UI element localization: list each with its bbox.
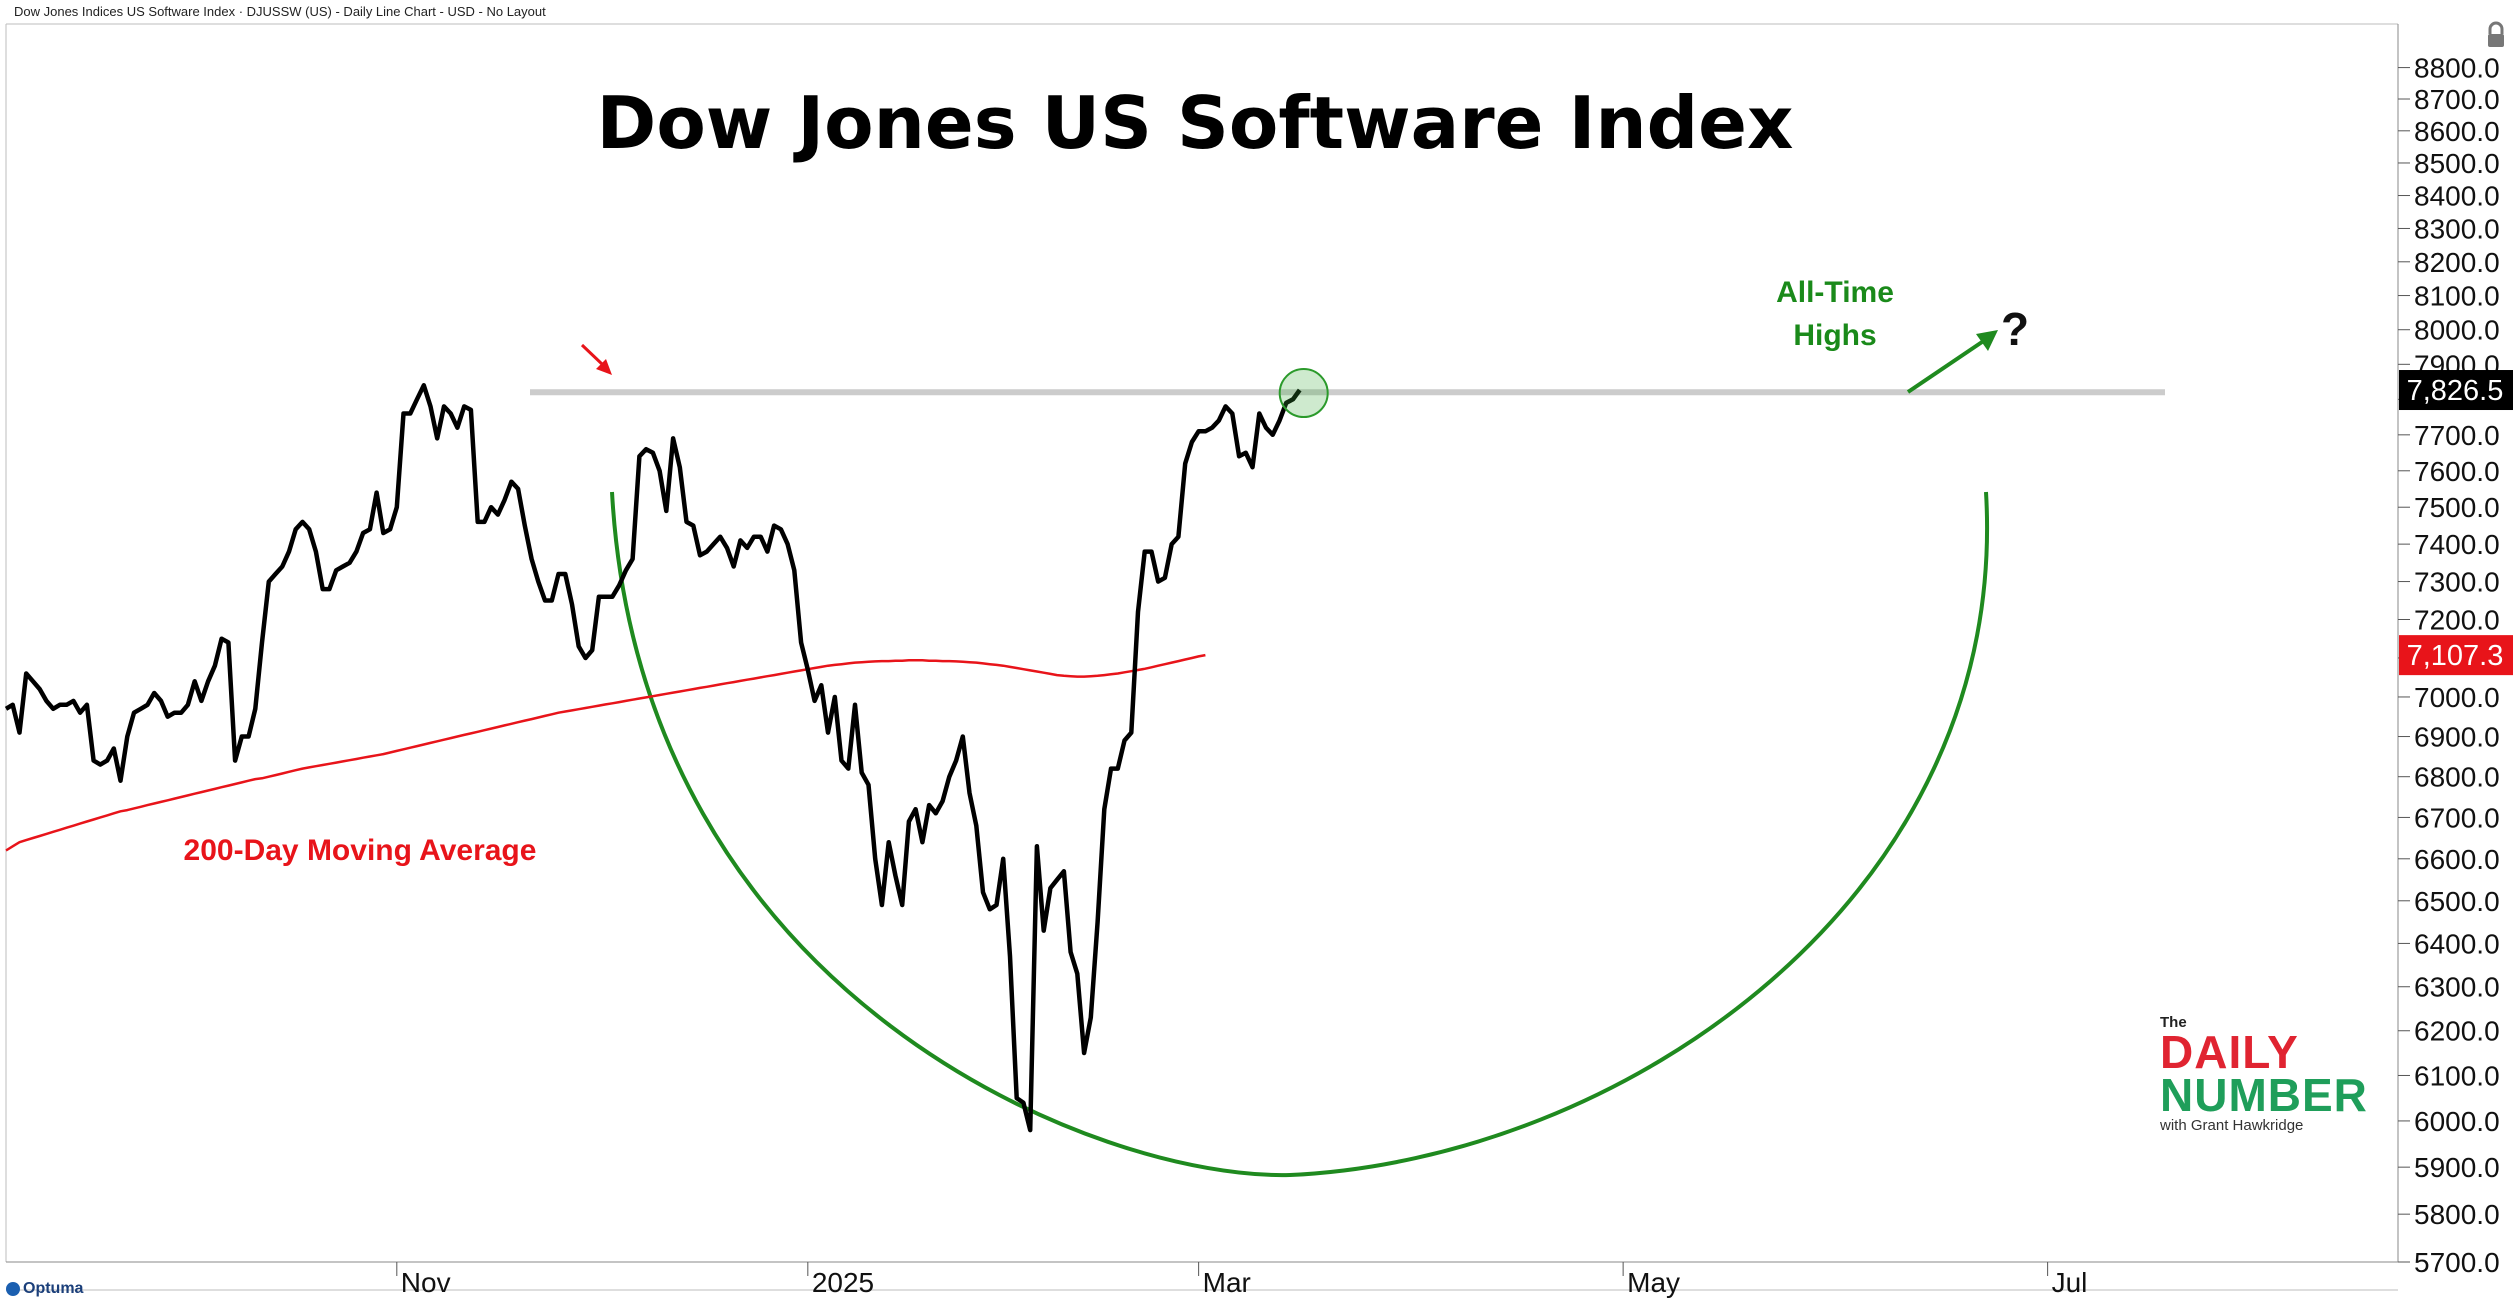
arrow-right-icon xyxy=(1976,330,1998,351)
daily-number-logo: The DAILY NUMBER with Grant Hawkridge xyxy=(2160,1014,2400,1144)
y-tick-label: 8300.0 xyxy=(2414,213,2500,244)
ath-highlight-circle xyxy=(1278,368,1329,419)
price-line xyxy=(4,383,1302,1133)
lock-icon[interactable] xyxy=(2488,21,2504,47)
chart-header: Dow Jones Indices US Software Index · DJ… xyxy=(14,4,546,19)
y-tick-label: 8400.0 xyxy=(2414,181,2500,212)
ma-value-label: 7,107.3 xyxy=(2399,635,2513,676)
last-value-text: 7,826.5 xyxy=(2407,375,2504,407)
x-tick-label: 2025 xyxy=(812,1267,874,1298)
y-tick-label: 6500.0 xyxy=(2414,886,2500,917)
y-tick-label: 8500.0 xyxy=(2414,148,2500,179)
y-axis: 8800.08700.08600.08500.08400.08300.08200… xyxy=(2398,53,2500,1278)
optuma-icon xyxy=(6,1281,20,1296)
y-tick-label: 8100.0 xyxy=(2414,281,2500,312)
y-tick-label: 8200.0 xyxy=(2414,247,2500,278)
logo-daily: DAILY xyxy=(2160,1026,2299,1078)
x-tick-label: Nov xyxy=(401,1267,451,1298)
question-mark: ? xyxy=(2001,303,2029,355)
y-tick-label: 7000.0 xyxy=(2414,682,2500,713)
peak-arrow-shaft xyxy=(580,343,605,367)
y-tick-label: 8600.0 xyxy=(2414,116,2500,147)
y-tick-label: 5800.0 xyxy=(2414,1199,2500,1230)
y-tick-label: 5700.0 xyxy=(2414,1247,2500,1278)
y-tick-label: 6300.0 xyxy=(2414,972,2500,1003)
logo-sub: with Grant Hawkridge xyxy=(2160,1117,2304,1134)
y-tick-label: 5900.0 xyxy=(2414,1152,2500,1183)
rounding-bottom-arc xyxy=(610,491,1990,1178)
y-tick-label: 8000.0 xyxy=(2414,315,2500,346)
optuma-logo: Optuma xyxy=(6,1280,83,1298)
ma-value-text: 7,107.3 xyxy=(2407,640,2504,672)
moving-average-line xyxy=(5,653,1206,852)
x-axis: Nov 2025 Mar May Jul xyxy=(396,1262,2088,1298)
y-tick-label: 7700.0 xyxy=(2414,420,2500,451)
ath-annotation-line1: All-Time xyxy=(1776,276,1894,309)
x-tick-label: Jul xyxy=(2052,1267,2088,1298)
y-tick-label: 8800.0 xyxy=(2414,53,2500,84)
y-tick-label: 6900.0 xyxy=(2414,722,2500,753)
y-tick-label: 8700.0 xyxy=(2414,84,2500,115)
chart-title: Dow Jones US Software Index xyxy=(597,81,1794,165)
last-value-label: 7,826.5 xyxy=(2399,370,2513,411)
logo-number: NUMBER xyxy=(2160,1069,2368,1121)
x-tick-label: Mar xyxy=(1203,1267,1251,1298)
y-tick-label: 6000.0 xyxy=(2414,1106,2500,1137)
y-tick-label: 6400.0 xyxy=(2414,928,2500,959)
y-tick-label: 7400.0 xyxy=(2414,529,2500,560)
y-tick-label: 7300.0 xyxy=(2414,567,2500,598)
logo-the: The xyxy=(2160,1014,2187,1031)
y-tick-label: 7200.0 xyxy=(2414,604,2500,635)
peak-arrow-head xyxy=(596,359,612,375)
y-tick-label: 7500.0 xyxy=(2414,492,2500,523)
up-arrow-shaft xyxy=(1906,338,1987,394)
x-tick-label: May xyxy=(1627,1267,1680,1298)
ath-annotation-line2: Highs xyxy=(1793,319,1876,352)
y-tick-label: 6200.0 xyxy=(2414,1016,2500,1047)
y-tick-label: 7600.0 xyxy=(2414,456,2500,487)
ma-annotation: 200-Day Moving Average xyxy=(184,834,537,867)
y-tick-label: 6700.0 xyxy=(2414,802,2500,833)
y-tick-label: 6800.0 xyxy=(2414,762,2500,793)
y-tick-label: 6600.0 xyxy=(2414,844,2500,875)
y-tick-label: 6100.0 xyxy=(2414,1060,2500,1091)
optuma-text: Optuma xyxy=(23,1280,84,1297)
series-group xyxy=(4,383,1302,1133)
